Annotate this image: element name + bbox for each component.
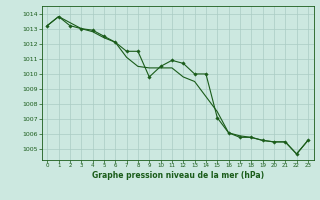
X-axis label: Graphe pression niveau de la mer (hPa): Graphe pression niveau de la mer (hPa) (92, 171, 264, 180)
